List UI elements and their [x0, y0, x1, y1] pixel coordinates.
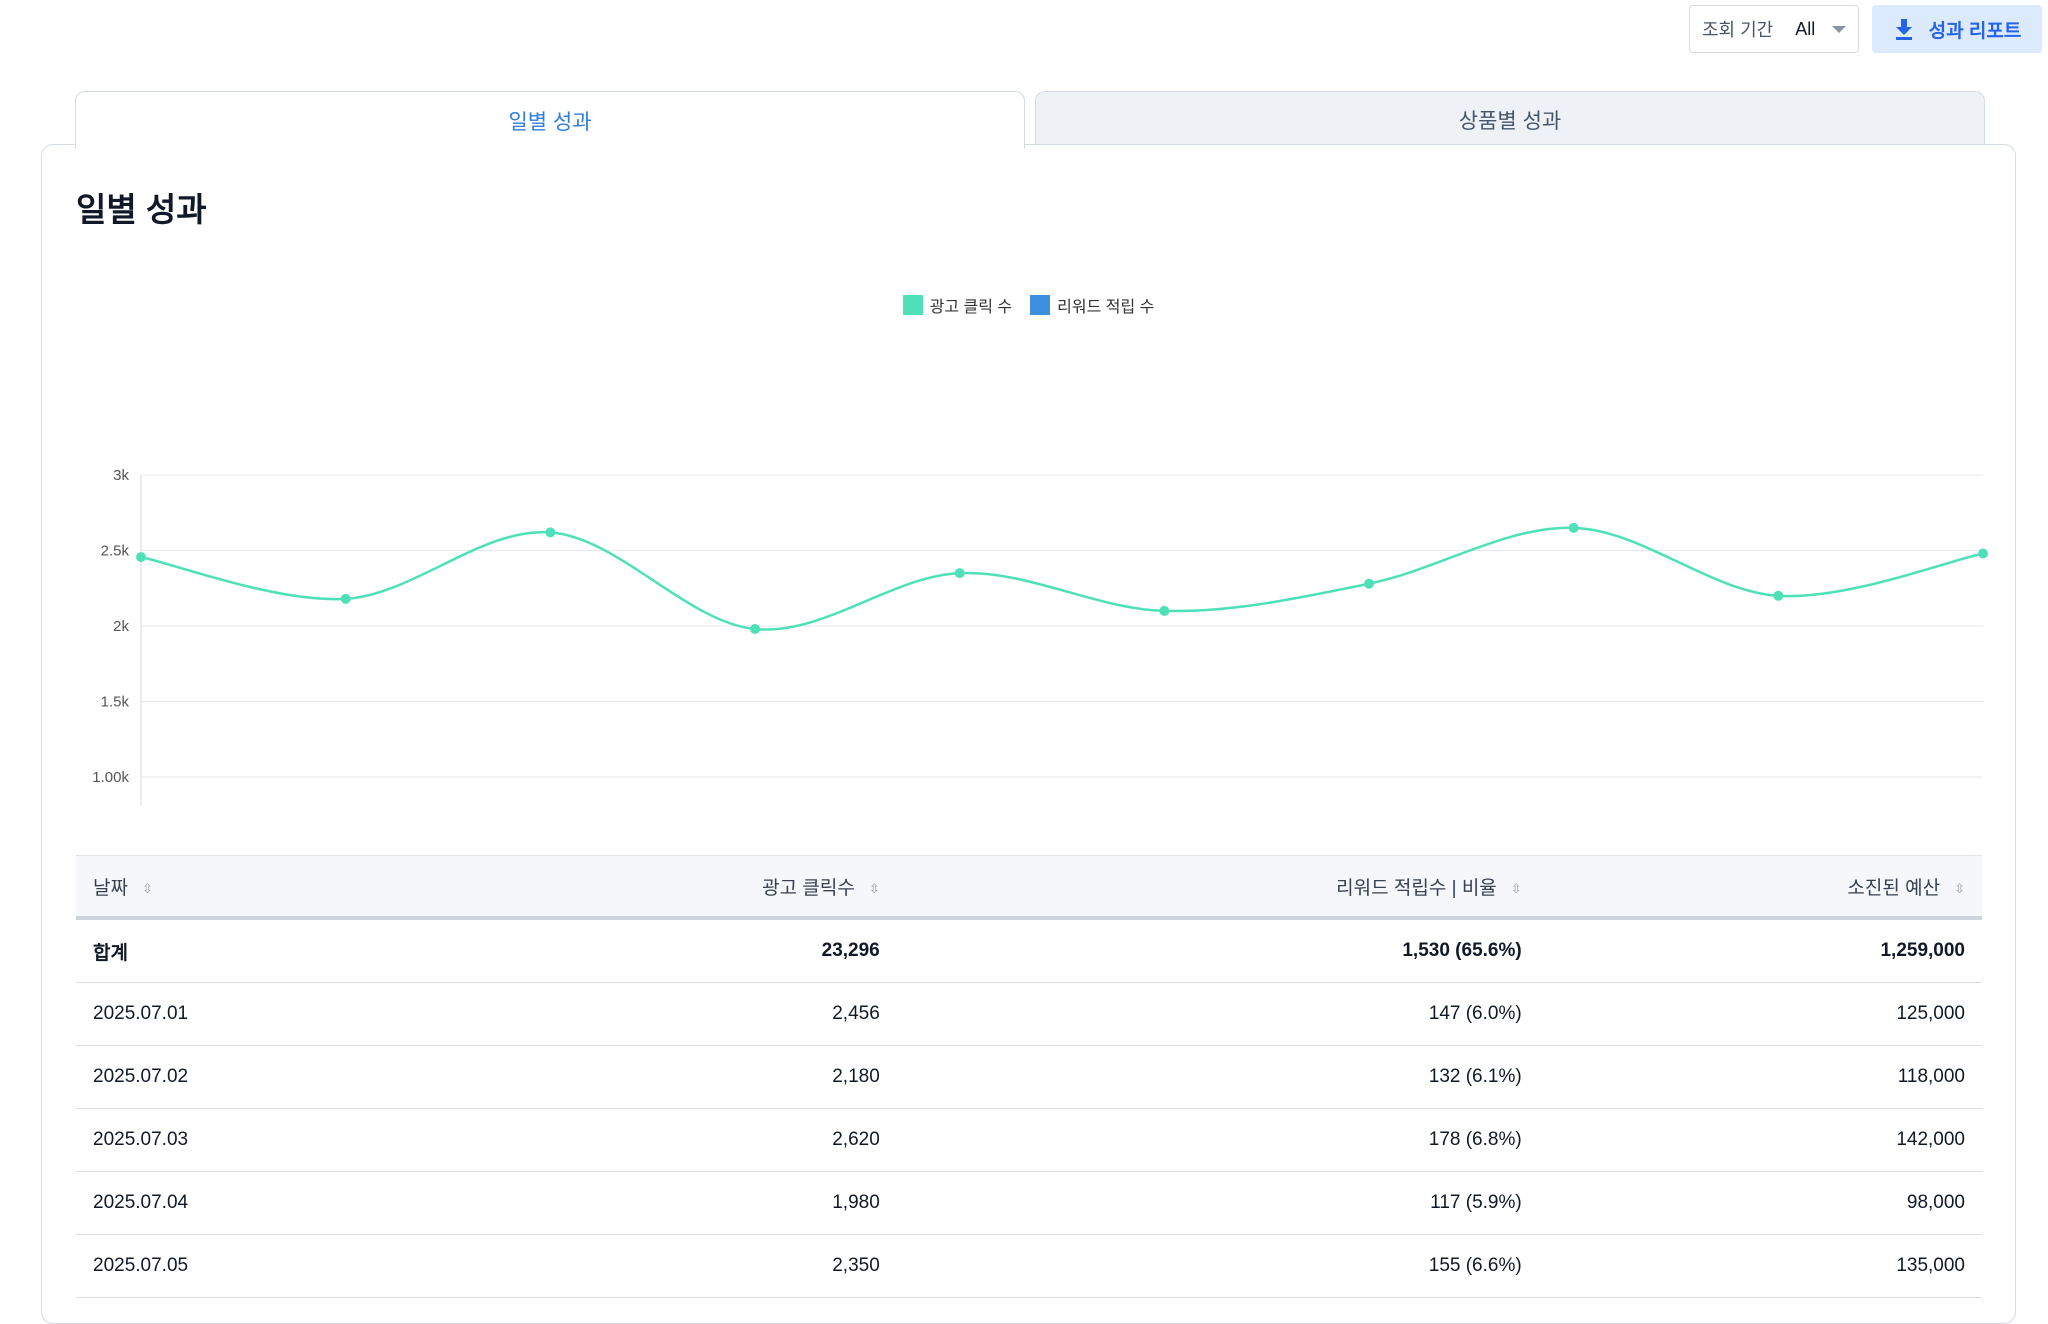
page-title: 일별 성과	[76, 191, 207, 228]
cell-clicks: 2,456	[453, 982, 897, 1046]
cell-budget: 98,000	[1538, 1171, 1982, 1235]
report-button-label: 성과 리포트	[1928, 20, 2022, 42]
column-header-budget[interactable]: 소진된 예산 ⇳	[1538, 855, 1982, 920]
period-value: All	[1795, 18, 1816, 39]
data-point-clicks	[1978, 548, 1988, 559]
download-icon	[1895, 19, 1912, 40]
cell-date: 2025.07.03	[76, 1108, 454, 1172]
period-select[interactable]: 조회 기간 All	[1689, 5, 1859, 53]
cell-clicks: 2,350	[453, 1234, 897, 1298]
table-row: 2025.07.02 2,180 132 (6.1%) 118,000	[76, 1045, 1982, 1109]
data-point-clicks	[545, 527, 556, 538]
data-point-clicks	[954, 568, 965, 579]
data-point-clicks	[1364, 578, 1374, 589]
tab-product-performance[interactable]: 상품별 성과	[1035, 91, 1985, 147]
tab-daily-performance[interactable]: 일별 성과	[75, 91, 1025, 149]
line-chart: 05001.00k1.5k2k2.5k3k2025.07.012025.07.0…	[92, 467, 1988, 805]
total-budget: 1,259,000	[1538, 918, 1982, 983]
legend-item-clicks[interactable]: 광고 클릭 수	[902, 293, 1013, 317]
legend-label-rewards: 리워드 적립 수	[1057, 299, 1155, 316]
column-header-rewards[interactable]: 리워드 적립수 | 비율 ⇳	[896, 855, 1539, 920]
table-row: 2025.07.04 1,980 117 (5.9%) 98,000	[76, 1171, 1982, 1235]
performance-card: 일별 성과 광고 클릭 수 리워드 적립 수 05001.00k1.5k2k2.…	[41, 144, 2016, 1324]
cell-budget: 125,000	[1538, 982, 1982, 1046]
table-row: 2025.07.03 2,620 178 (6.8%) 142,000	[76, 1108, 1982, 1172]
series-line-clicks	[140, 526, 1984, 631]
cell-rewards: 132 (6.1%)	[896, 1045, 1539, 1109]
cell-date: 2025.07.01	[76, 982, 454, 1046]
table-total-row: 합계 23,296 1,530 (65.6%) 1,259,000	[76, 918, 1982, 983]
data-point-clicks	[1159, 605, 1170, 616]
y-tick-label: 1.00k	[92, 769, 129, 786]
chart-legend: 광고 클릭 수 리워드 적립 수	[42, 293, 2015, 317]
table-header-row: 날짜 ⇳ 광고 클릭수 ⇳ 리워드 적립수 | 비율 ⇳ 소진된 예산 ⇳	[76, 855, 1982, 920]
legend-swatch-rewards	[1030, 295, 1051, 315]
legend-swatch-clicks	[902, 295, 923, 315]
y-tick-label: 1.5k	[101, 694, 130, 711]
data-point-clicks	[1773, 590, 1784, 601]
data-point-clicks	[340, 593, 351, 604]
sort-icon[interactable]: ⇳	[868, 880, 880, 896]
sort-icon[interactable]: ⇳	[1510, 880, 1522, 896]
cell-clicks: 2,180	[453, 1045, 897, 1109]
table-row: 2025.07.05 2,350 155 (6.6%) 135,000	[76, 1234, 1982, 1298]
total-label: 합계	[76, 918, 454, 983]
tab-bar: 일별 성과 상품별 성과	[75, 91, 1985, 149]
cell-date: 2025.07.02	[76, 1045, 454, 1109]
sort-icon[interactable]: ⇳	[1954, 880, 1965, 896]
cell-budget: 118,000	[1538, 1045, 1982, 1109]
data-point-clicks	[1568, 522, 1579, 533]
cell-rewards: 155 (6.6%)	[896, 1234, 1539, 1298]
cell-budget: 135,000	[1538, 1234, 1982, 1298]
cell-date: 2025.07.05	[76, 1234, 454, 1298]
column-header-date[interactable]: 날짜 ⇳	[76, 855, 454, 920]
report-download-button[interactable]: 성과 리포트	[1872, 5, 2042, 53]
cell-rewards: 178 (6.8%)	[896, 1108, 1539, 1172]
y-tick-label: 3k	[113, 467, 129, 484]
period-label: 조회 기간	[1702, 20, 1774, 40]
cell-clicks: 2,620	[453, 1108, 897, 1172]
legend-label-clicks: 광고 클릭 수	[929, 299, 1013, 316]
cell-date: 2025.07.04	[76, 1171, 454, 1235]
data-point-clicks	[136, 552, 146, 563]
column-header-clicks[interactable]: 광고 클릭수 ⇳	[453, 855, 897, 920]
cell-rewards: 117 (5.9%)	[896, 1171, 1539, 1235]
legend-item-rewards[interactable]: 리워드 적립 수	[1030, 293, 1154, 317]
table-row: 2025.07.01 2,456 147 (6.0%) 125,000	[76, 982, 1982, 1046]
cell-rewards: 147 (6.0%)	[896, 982, 1539, 1046]
total-clicks: 23,296	[453, 918, 897, 983]
y-tick-label: 2k	[113, 618, 129, 635]
daily-performance-table: 날짜 ⇳ 광고 클릭수 ⇳ 리워드 적립수 | 비율 ⇳ 소진된 예산 ⇳ 합계 23,…	[76, 855, 1982, 1298]
y-tick-label: 2.5k	[101, 543, 130, 560]
cell-clicks: 1,980	[453, 1171, 897, 1235]
total-rewards: 1,530 (65.6%)	[896, 918, 1539, 983]
sort-icon[interactable]: ⇳	[141, 880, 153, 896]
toolbar: 조회 기간 All 성과 리포트	[1689, 5, 2042, 53]
cell-budget: 142,000	[1538, 1108, 1982, 1172]
data-point-clicks	[750, 624, 760, 635]
chevron-down-icon	[1832, 25, 1846, 33]
